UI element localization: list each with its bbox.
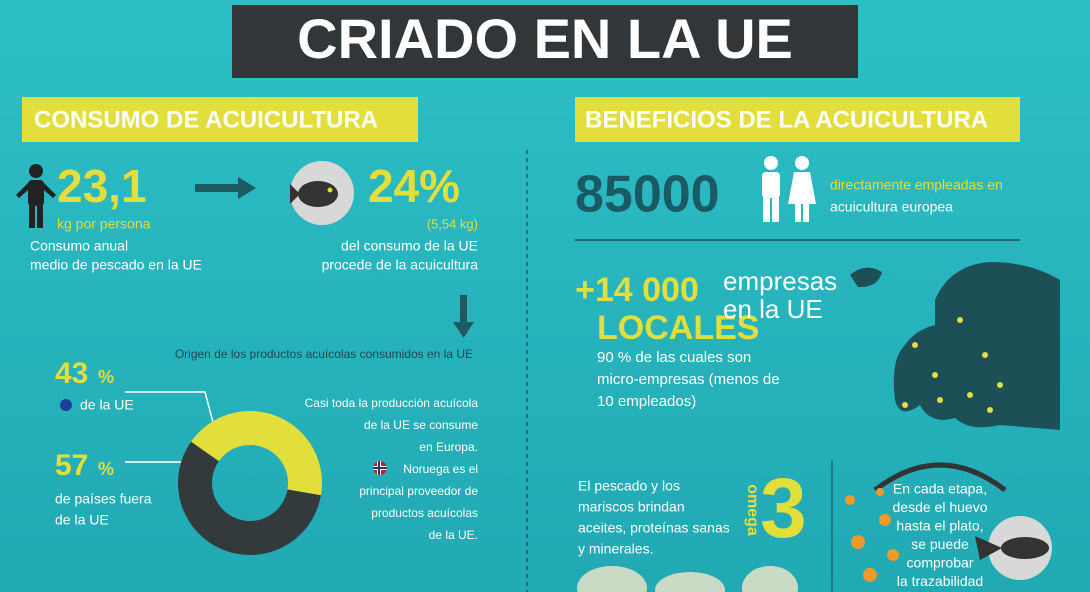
text-line: 90 % de las cuales son	[597, 349, 751, 366]
segment-unit: %	[98, 367, 114, 387]
segment-value: 57	[55, 449, 88, 482]
map-pins	[902, 317, 1003, 413]
norway-flag	[373, 461, 387, 475]
chart-title: Origen de los productos acuícolas consum…	[175, 347, 473, 361]
text-line: del consumo de la UE	[341, 238, 478, 254]
stat-value: 24%	[368, 160, 460, 212]
text-line: y minerales.	[578, 541, 653, 557]
omega-number: 3	[760, 461, 807, 555]
text-line: En cada etapa,	[893, 481, 987, 497]
seafood-shapes	[577, 566, 798, 592]
note-line: en Europa.	[419, 440, 478, 454]
section-header: BENEFICIOS DE LA ACUICULTURA	[585, 106, 988, 133]
text-line: empresas	[723, 266, 837, 296]
eu-flag	[60, 399, 72, 411]
title-box	[232, 5, 858, 78]
text-line: 10 empleados)	[597, 393, 696, 410]
note-line: productos acuícolas	[371, 506, 478, 520]
person-icon	[16, 164, 56, 228]
europe-map	[850, 262, 1060, 430]
cycle-arrow	[873, 462, 1007, 492]
stat-value: +14 000	[575, 271, 699, 309]
text-line: la trazabilidad	[897, 573, 983, 589]
arrow	[453, 295, 474, 338]
stat-unit: kg por persona	[57, 216, 151, 232]
text-line: de países fuera	[55, 491, 152, 507]
title: CRIADO EN LA UE	[297, 7, 793, 70]
text-line: desde el huevo	[893, 499, 988, 515]
stat-value: 23,1	[57, 160, 147, 212]
text-line: El pescado y los	[578, 478, 680, 494]
donut-segment	[191, 411, 322, 496]
header-band	[22, 97, 418, 142]
arrow	[195, 177, 256, 199]
note-line: de la UE.	[429, 528, 478, 542]
segment-value: 43	[55, 357, 88, 390]
stat-sub: (5,54 kg)	[427, 216, 478, 231]
fish-icon	[975, 516, 1052, 580]
text-line: comprobar	[907, 555, 974, 571]
text-line: de la UE	[55, 512, 109, 528]
text-line: mariscos brindan	[578, 499, 685, 515]
text-line: hasta el plato,	[896, 518, 983, 534]
text-line: en la UE	[723, 294, 823, 324]
stat-value: 85000	[575, 166, 720, 224]
eggs	[845, 488, 899, 582]
leader-line	[125, 391, 216, 431]
note-line: Casi toda la producción acuícola	[305, 396, 479, 410]
text-line: directamente empleadas en	[830, 177, 1003, 193]
text-line: acuicultura europea	[830, 199, 953, 215]
fish-icon	[290, 161, 354, 225]
text-line: medio de pescado en la UE	[30, 257, 202, 273]
text-line: se puede	[911, 536, 969, 552]
note-line: Noruega es el	[403, 462, 478, 476]
text-line: micro-empresas (menos de	[597, 371, 780, 388]
note-line: principal proveedor de	[359, 484, 478, 498]
header-band	[575, 97, 1020, 142]
text-line: de la UE	[80, 397, 134, 413]
segment-unit: %	[98, 459, 114, 479]
people-icon	[762, 156, 816, 222]
note-line: de la UE se consume	[364, 418, 478, 432]
omega-word: omega	[744, 484, 761, 536]
text-line: Consumo anual	[30, 238, 128, 254]
stat-word: LOCALES	[597, 309, 759, 347]
text-line: procede de la acuicultura	[322, 257, 479, 273]
text-line: aceites, proteínas sanas	[578, 520, 730, 536]
section-header: CONSUMO DE ACUICULTURA	[34, 106, 378, 133]
donut-segment	[178, 441, 321, 555]
